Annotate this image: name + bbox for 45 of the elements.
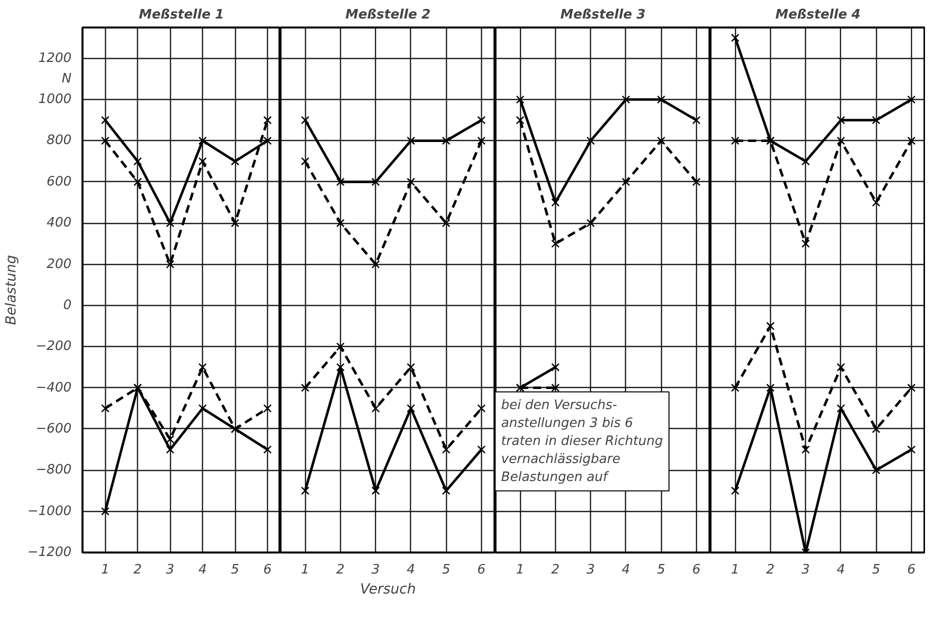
y-tick-label: 600	[46, 174, 72, 190]
y-tick-label: −400	[36, 380, 72, 396]
chart-title: Meßstelle 2	[345, 8, 431, 22]
x-tick-label: 4	[622, 562, 630, 578]
y-tick-label: 400	[46, 216, 72, 231]
x-tick-label: 2	[766, 562, 775, 578]
x-tick-label: 2	[336, 562, 345, 578]
x-tick-label: 1	[301, 562, 310, 578]
x-tick-label: 3	[802, 562, 810, 578]
x-tick-label: 6	[263, 562, 272, 578]
y-tick-label: 0	[63, 298, 72, 313]
chart-title: Meßstelle 4	[775, 8, 861, 22]
y-tick-label: −800	[36, 462, 72, 478]
x-tick-label: 6	[477, 562, 486, 578]
annotation: bei den Versuchs- anstellungen 3 bis 6 traten in dieser Richtung vernachlässigbare Belastungen auf	[501, 398, 663, 485]
y-tick-label: −1200	[28, 545, 72, 560]
x-tick-label: 6	[907, 562, 916, 578]
x-tick-label: 4	[198, 562, 207, 578]
y-tick-label: N	[62, 71, 72, 86]
x-tick-label: 5	[872, 562, 880, 578]
x-tick-label: 3	[586, 562, 595, 578]
chart-title: Meßstelle 3	[560, 8, 646, 22]
x-tick-label: 3	[166, 562, 174, 578]
y-axis-title: Belastung	[4, 254, 20, 326]
x-axis-title: Versuch	[360, 582, 416, 598]
x-tick-label: 4	[836, 562, 846, 578]
chart-title: Meßstelle 1	[138, 8, 224, 22]
y-tick-label: −600	[36, 421, 72, 436]
y-tick-label: 1200	[38, 50, 72, 66]
x-tick-label: 1	[101, 562, 110, 578]
y-tick-label: 200	[46, 256, 72, 272]
x-tick-label: 1	[731, 562, 740, 578]
y-tick-label: 800	[46, 133, 72, 148]
x-tick-label: 3	[372, 562, 380, 578]
x-tick-label: 5	[230, 562, 240, 578]
x-tick-label: 2	[134, 562, 142, 578]
x-tick-label: 5	[657, 562, 666, 578]
x-tick-label: 1	[516, 562, 524, 578]
y-tick-label: 1000	[38, 92, 72, 108]
x-tick-label: 5	[442, 562, 450, 578]
x-tick-label: 2	[551, 562, 560, 578]
x-tick-label: 4	[406, 562, 416, 578]
x-tick-label: 6	[692, 562, 701, 578]
y-tick-label: −200	[36, 339, 72, 354]
y-tick-label: −1000	[28, 504, 72, 519]
